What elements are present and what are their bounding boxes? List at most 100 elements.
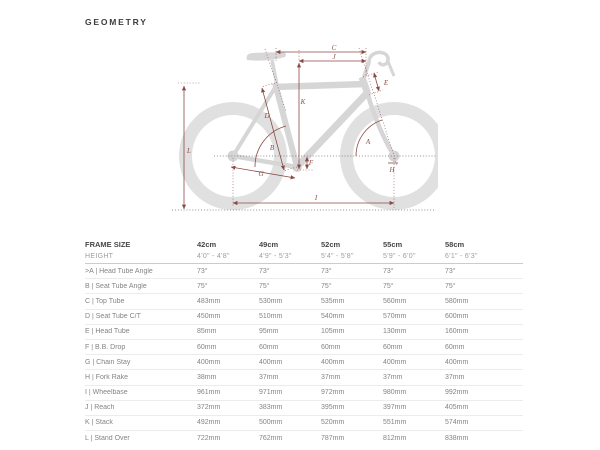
table-row: D | Seat Tube C/T 450mm 510mm 540mm 570mm 600… (85, 310, 523, 325)
row-value: 980mm (383, 389, 407, 397)
row-value: 400mm (383, 358, 407, 366)
row-value: 397mm (383, 404, 407, 412)
row-value: 395mm (321, 404, 345, 412)
table-row: L | Stand Over 722mm 762mm 787mm 812mm 838mm (85, 431, 523, 445)
row-value: 838mm (445, 434, 469, 442)
row-value: 38mm (197, 373, 217, 381)
row-value: 105mm (321, 328, 345, 336)
dim-chainstay-g (230, 165, 296, 180)
table-row: I | Wheelbase 961mm 971mm 972mm 980mm 992mm (85, 386, 523, 401)
row-label: K | Stack (85, 419, 113, 427)
geometry-table: FRAME SIZE 42cm 49cm 52cm 55cm 58cm HEIGHT 4'0"… (85, 238, 523, 445)
row-value: 73° (197, 267, 208, 275)
row-value: 75° (197, 282, 208, 290)
table-row: H | Fork Rake 38mm 37mm 37mm 37mm 37mm (85, 370, 523, 386)
row-value: 130mm (383, 328, 407, 336)
row-value: 500mm (259, 419, 283, 427)
row-value: 42cm (197, 239, 217, 249)
row-value: 787mm (321, 434, 345, 442)
seat-axis-extension (264, 48, 287, 112)
row-value: 160mm (445, 328, 469, 336)
table-height-row: HEIGHT 4'0" - 4'8" 4'9" - 5'3" 5'4" - 5'8" 5… (85, 250, 523, 264)
row-value: 450mm (197, 313, 221, 321)
row-value: 812mm (383, 434, 407, 442)
row-value: 722mm (197, 434, 221, 442)
row-value: 85mm (197, 328, 217, 336)
extension-lines (178, 47, 398, 208)
row-value: 95mm (259, 328, 279, 336)
stem (362, 61, 371, 78)
row-value: 75° (259, 282, 270, 290)
row-value: 60mm (321, 343, 341, 351)
row-value: 510mm (259, 313, 283, 321)
bike-geometry-diagram: C J K D B A E F G H L I (172, 44, 438, 211)
row-value: 49cm (259, 239, 279, 249)
row-value: 4'9" - 5'3" (259, 253, 292, 260)
row-value: 400mm (197, 358, 221, 366)
dim-headangle-a-arc (355, 119, 383, 157)
row-value: 405mm (445, 404, 469, 412)
dim-headtube-e (373, 72, 380, 92)
row-value: 540mm (321, 313, 345, 321)
row-value: 73° (321, 267, 332, 275)
handlebar (367, 50, 390, 67)
row-value: 383mm (259, 404, 283, 412)
row-value: 580mm (445, 297, 469, 305)
row-value: 535mm (321, 297, 345, 305)
saddle (246, 52, 286, 61)
row-value: 483mm (197, 297, 221, 305)
row-value: 55cm (383, 239, 403, 249)
row-value: 37mm (445, 373, 465, 381)
row-value: 574mm (445, 419, 469, 427)
table-row: B | Seat Tube Angle 75° 75° 75° 75° 75° (85, 279, 523, 295)
dim-seatangle-b-arc (254, 125, 287, 168)
row-label: G | Chain Stay (85, 358, 131, 366)
table-header-row: FRAME SIZE 42cm 49cm 52cm 55cm 58cm (85, 238, 523, 250)
row-value: 520mm (321, 419, 345, 427)
row-label: C | Top Tube (85, 297, 125, 305)
table-row: F | B.B. Drop 60mm 60mm 60mm 60mm 60mm (85, 340, 523, 356)
row-value: 60mm (259, 343, 279, 351)
row-value: 762mm (259, 434, 283, 442)
row-value: 37mm (383, 373, 403, 381)
row-value: 961mm (197, 389, 221, 397)
label-i: I (314, 194, 318, 202)
row-label: H | Fork Rake (85, 373, 129, 381)
row-value: 400mm (259, 358, 283, 366)
label-c: C (332, 44, 337, 52)
table-row: C | Top Tube 483mm 530mm 535mm 560mm 580mm (85, 294, 523, 310)
label-g: G (258, 170, 263, 178)
steering-axis-extension (358, 47, 398, 166)
row-label: J | Reach (85, 404, 115, 412)
row-label: D | Seat Tube C/T (85, 313, 141, 321)
label-b: B (270, 144, 275, 152)
row-value: 37mm (321, 373, 341, 381)
chain-stay (232, 153, 298, 170)
row-label: FRAME SIZE (85, 239, 131, 249)
row-value: 5'9" - 6'0" (383, 253, 416, 260)
row-value: 60mm (445, 343, 465, 351)
fork (365, 94, 396, 158)
row-value: 972mm (321, 389, 345, 397)
row-value: 372mm (197, 404, 221, 412)
dimension-labels: C J K D B A E F G H L I (186, 44, 395, 202)
row-value: 400mm (321, 358, 345, 366)
row-value: 560mm (383, 297, 407, 305)
top-tube (273, 80, 367, 91)
row-value: 570mm (383, 313, 407, 321)
row-label: I | Wheelbase (85, 389, 128, 397)
brake-lever (385, 58, 396, 77)
label-e: E (383, 79, 389, 87)
row-value: 600mm (445, 313, 469, 321)
label-h: H (388, 166, 395, 174)
label-j: J (332, 53, 336, 61)
row-label: L | Stand Over (85, 434, 130, 442)
label-f: F (308, 159, 314, 167)
table-row: K | Stack 492mm 500mm 520mm 551mm 574mm (85, 416, 523, 432)
row-value: 75° (321, 282, 332, 290)
row-value: 4'0" - 4'8" (197, 253, 230, 260)
row-value: 75° (383, 282, 394, 290)
row-value: 60mm (383, 343, 403, 351)
table-row: >A | Head Tube Angle 73° 73° 73° 73° 73° (85, 264, 523, 280)
